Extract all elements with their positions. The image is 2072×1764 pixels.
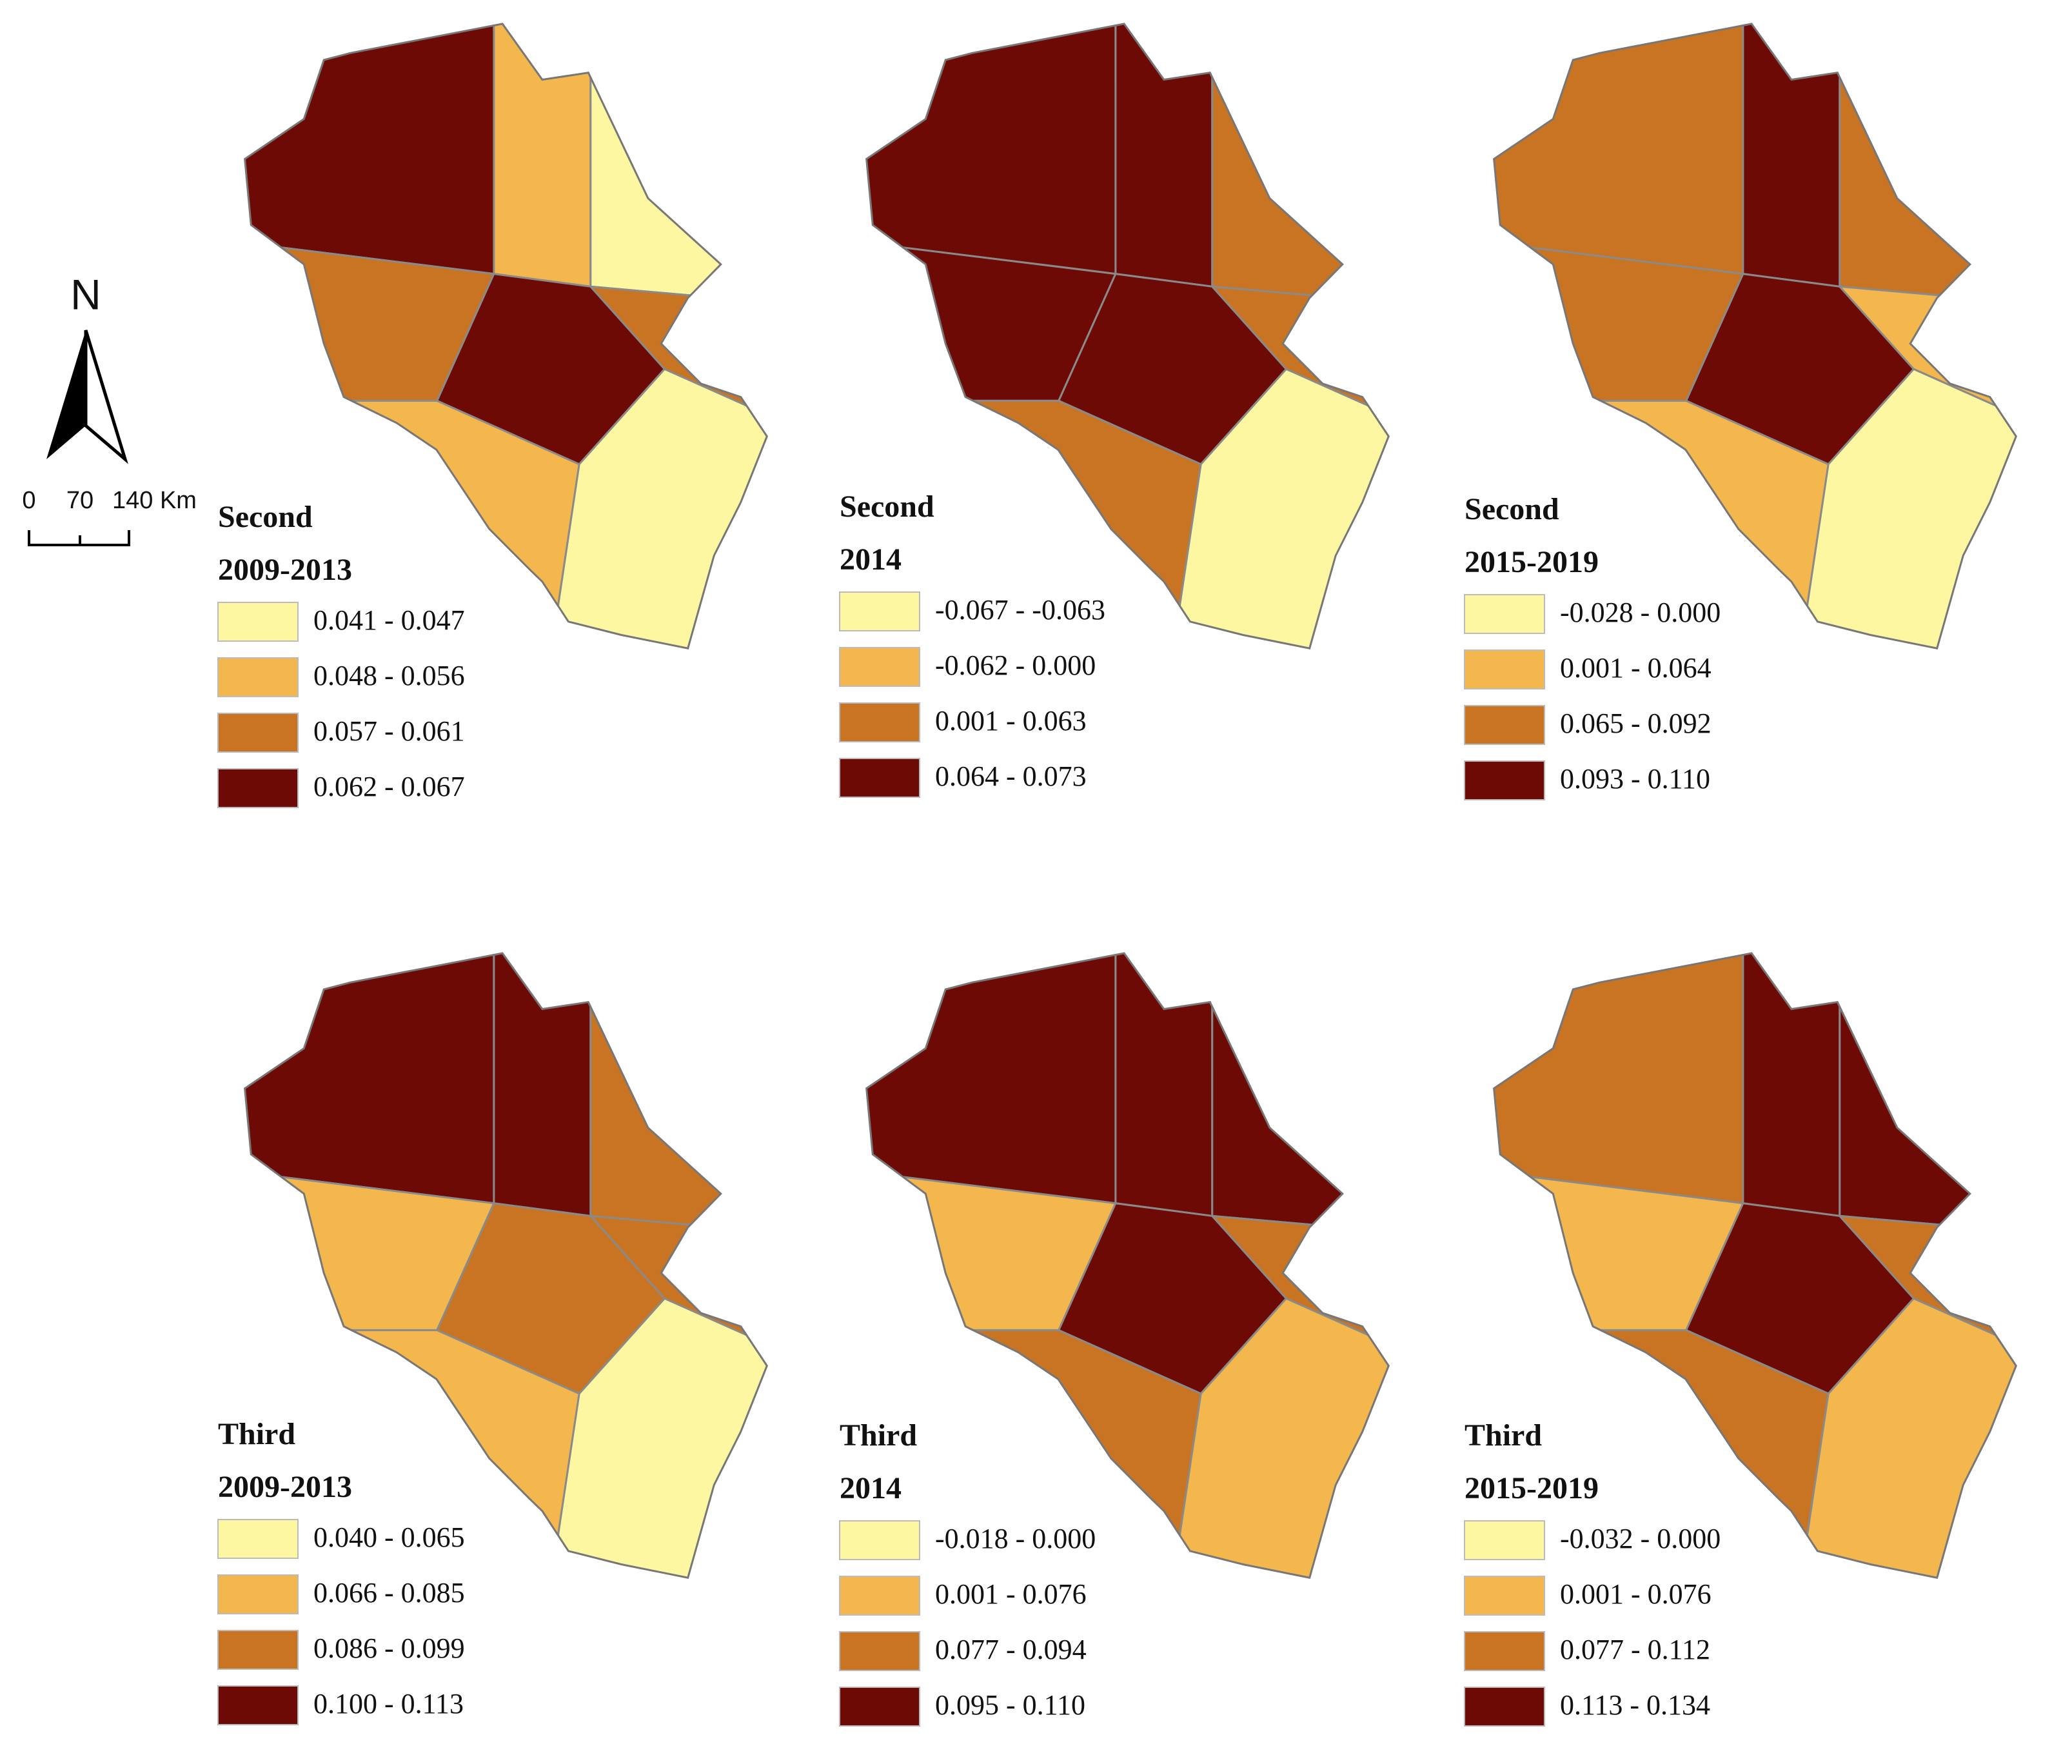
map-outline — [1493, 952, 2017, 1579]
map-outline — [244, 952, 768, 1579]
legend-label: -0.028 - 0.000 — [1560, 597, 1721, 628]
legend-swatch — [839, 1576, 920, 1616]
region — [1839, 953, 2017, 1236]
region — [1114, 23, 1214, 288]
legend-swatch — [1464, 594, 1545, 634]
legend-swatch — [217, 1519, 299, 1559]
scale-label: 70 — [66, 487, 94, 514]
panel-title: Third — [1465, 1418, 1542, 1452]
legend-swatch — [1464, 1687, 1545, 1727]
region — [866, 23, 1117, 275]
legend-swatch — [1464, 1520, 1545, 1560]
legend-swatch — [839, 1687, 920, 1727]
legend-label: -0.062 - 0.000 — [935, 649, 1096, 681]
panel-title: Third — [218, 1417, 295, 1451]
legend-label: 0.064 - 0.073 — [935, 760, 1087, 792]
legend-label: 0.095 - 0.110 — [935, 1689, 1085, 1721]
scale-bar — [28, 530, 130, 546]
panel-period: 2009-2013 — [218, 553, 352, 587]
legend-swatch — [217, 1574, 299, 1614]
legend-label: 0.093 - 0.110 — [1560, 763, 1710, 795]
map-outline — [244, 23, 768, 649]
legend-swatch — [217, 657, 299, 697]
legend-label: 0.040 - 0.065 — [313, 1521, 465, 1553]
region — [1114, 953, 1214, 1218]
legend-swatch — [1464, 649, 1545, 689]
region — [589, 953, 767, 1236]
legend-swatch — [839, 647, 920, 687]
legend-label: 0.041 - 0.047 — [313, 604, 465, 636]
region — [244, 23, 495, 275]
legend-label: 0.048 - 0.056 — [313, 660, 465, 691]
region — [493, 23, 592, 288]
legend-swatch — [217, 768, 299, 808]
map — [866, 953, 1389, 1578]
region — [244, 953, 495, 1205]
legend-label: 0.077 - 0.112 — [1560, 1634, 1710, 1665]
region — [1211, 23, 1389, 307]
north-arrow: N — [46, 270, 128, 464]
region — [1742, 953, 1841, 1218]
legend-swatch — [217, 602, 299, 642]
legend-label: -0.018 - 0.000 — [935, 1523, 1096, 1554]
panel-period: 2009-2013 — [218, 1470, 352, 1504]
legend-label: 0.077 - 0.094 — [935, 1634, 1087, 1665]
panel-title: Second — [218, 500, 313, 534]
legend-swatch — [839, 591, 920, 631]
legend-swatch — [1464, 760, 1545, 800]
legend-swatch — [839, 1520, 920, 1560]
legend-swatch — [839, 1631, 920, 1671]
legend-label: 0.066 - 0.085 — [313, 1577, 465, 1609]
region — [1494, 23, 1744, 275]
north-label: N — [70, 270, 101, 318]
legend-swatch — [217, 713, 299, 753]
legend-swatch — [217, 1685, 299, 1725]
legend-swatch — [1464, 705, 1545, 745]
legend-label: 0.001 - 0.064 — [1560, 652, 1712, 684]
region — [866, 953, 1117, 1205]
legend-label: 0.113 - 0.134 — [1560, 1689, 1710, 1721]
arrow-right — [84, 330, 128, 464]
map-outline — [865, 952, 1390, 1579]
legend-label: 0.086 - 0.099 — [313, 1632, 465, 1664]
legend-label: 0.001 - 0.076 — [1560, 1578, 1712, 1610]
region — [1494, 953, 1744, 1205]
legend-label: -0.067 - -0.063 — [935, 594, 1105, 626]
scale-label: 140 Km — [112, 487, 197, 514]
region — [493, 953, 592, 1218]
legend-swatch — [839, 702, 920, 742]
legend-label: 0.065 - 0.092 — [1560, 708, 1712, 739]
legend-label: -0.032 - 0.000 — [1560, 1523, 1721, 1554]
region — [589, 23, 767, 307]
region — [1211, 953, 1389, 1236]
panel-period: 2014 — [840, 542, 902, 577]
panel-period: 2015-2019 — [1465, 1471, 1599, 1505]
legend-swatch — [1464, 1576, 1545, 1616]
arrow-left — [46, 330, 86, 459]
region — [1742, 23, 1841, 288]
map — [866, 23, 1389, 649]
legend-label: 0.062 - 0.067 — [313, 771, 465, 802]
panel-period: 2015-2019 — [1465, 545, 1599, 579]
map-outline — [1493, 23, 2017, 649]
legend-label: 0.057 - 0.061 — [313, 715, 465, 747]
legend-label: 0.001 - 0.076 — [935, 1578, 1087, 1610]
panel-title: Second — [1465, 492, 1559, 526]
legend-swatch — [839, 758, 920, 798]
panel-title: Third — [840, 1418, 917, 1452]
map-outline — [865, 23, 1390, 649]
panel-title: Second — [840, 490, 934, 524]
legend-label: 0.100 - 0.113 — [313, 1688, 464, 1719]
panel-period: 2014 — [840, 1471, 902, 1505]
legend-swatch — [217, 1630, 299, 1670]
region — [1839, 23, 2017, 307]
legend-swatch — [1464, 1631, 1545, 1671]
legend-label: 0.001 - 0.063 — [935, 705, 1087, 737]
scale-label: 0 — [22, 487, 35, 514]
